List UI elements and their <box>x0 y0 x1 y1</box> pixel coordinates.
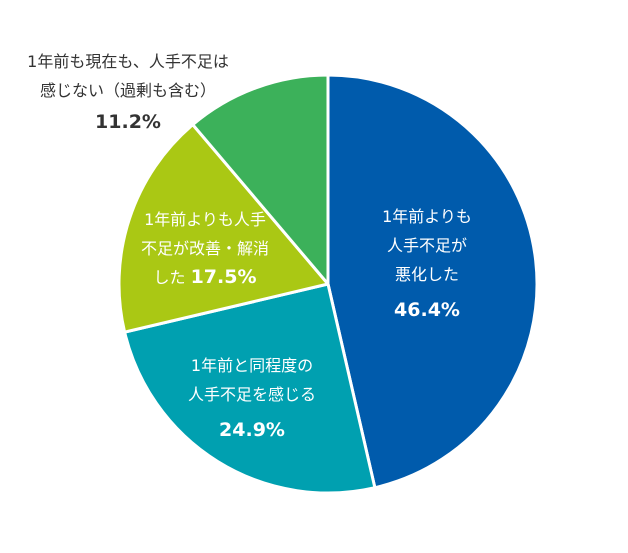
slice-value: 24.9% <box>219 419 285 441</box>
slice-value: 11.2% <box>95 111 161 133</box>
slice-label-line: 感じない（過剰も含む） <box>40 81 216 100</box>
slice-value: 17.5% <box>191 266 257 288</box>
pie-slice-3 <box>117 123 330 334</box>
slice-label-line: 不足が改善・解消 <box>141 239 269 258</box>
pie-slice-4 <box>191 73 330 286</box>
slice-label-line: 1年前よりも <box>382 207 472 226</box>
slice-value: 46.4% <box>394 299 460 321</box>
pie-slice-1 <box>326 73 539 490</box>
slice-label-line: 1年前も現在も、人手不足は <box>27 52 229 71</box>
slice-label-line: 1年前よりも人手 <box>144 210 266 229</box>
slice-label-line: 悪化した <box>395 265 459 284</box>
pie-slices <box>117 73 539 495</box>
slice-label-line: 1年前と同程度の <box>191 356 313 375</box>
slice-label-line-text: した <box>153 268 190 287</box>
slice-label-line: 人手不足が <box>387 236 467 255</box>
pie-slice-2 <box>123 282 377 495</box>
slice-label-line: した 17.5% <box>153 266 256 288</box>
slice-label-line: 人手不足を感じる <box>188 385 316 404</box>
